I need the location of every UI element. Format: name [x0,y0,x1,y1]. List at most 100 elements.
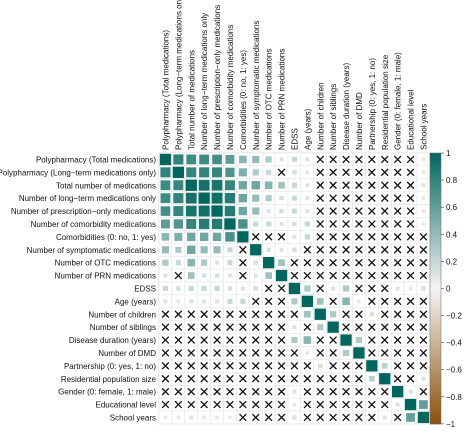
colorbar-tick-label: 1 [446,149,451,158]
not-significant-cross [187,336,196,344]
correlation-square [175,246,182,253]
not-significant-cross [393,297,402,306]
colorbar-band [430,226,441,230]
correlation-square [253,260,258,265]
colorbar-band [430,207,441,211]
correlation-square [189,299,194,304]
not-significant-cross [406,349,415,357]
correlation-square [317,324,324,331]
colorbar-band [430,215,441,219]
not-significant-cross [342,233,350,241]
correlation-square [275,269,288,282]
not-significant-cross [342,362,350,370]
row-label: Residential population size [61,375,157,384]
not-significant-cross [368,168,376,177]
not-significant-cross [303,245,312,254]
not-significant-cross [368,207,376,215]
correlation-square [342,297,350,306]
correlation-square [291,298,298,305]
colorbar-band [430,201,441,205]
not-significant-cross [213,374,221,383]
not-significant-cross [239,310,247,319]
not-significant-cross [355,362,363,370]
colorbar-band [430,315,441,319]
not-significant-cross [380,245,389,254]
correlation-square [382,415,387,420]
colorbar-band [430,155,441,159]
correlation-square [212,232,222,242]
correlation-square [201,259,208,266]
not-significant-cross [213,387,221,396]
colorbar-tick-label: −0.2 [446,312,462,321]
correlation-square [291,208,297,214]
colorbar-band [430,288,441,292]
not-significant-cross [329,349,337,357]
not-significant-cross [200,362,208,370]
not-significant-cross [368,181,376,190]
not-significant-cross [368,271,376,280]
colorbar-band [430,326,441,330]
correlation-square [212,154,222,165]
not-significant-cross [161,362,170,370]
not-significant-cross [277,297,286,306]
colorbar-band [430,169,441,173]
column-label: Number of long−term medications only [200,13,209,150]
row-label: Number of PRN medications [55,272,156,281]
not-significant-cross [316,284,325,293]
colorbar-band [430,274,441,279]
colorbar-band [430,239,441,243]
row-label: Polypharmacy (Long−term medications only… [0,168,156,177]
not-significant-cross [419,362,428,370]
not-significant-cross [329,336,337,344]
column-label: Number of symptomatic medications [252,21,261,150]
correlation-square [316,298,324,305]
colorbar-band [430,312,441,316]
row-label: Comorbidities (0: no, 1: yes) [56,233,156,242]
not-significant-cross [342,245,350,254]
not-significant-cross [200,400,208,409]
column-label: EDSS [290,128,299,150]
not-significant-cross [316,194,325,202]
not-significant-cross [342,181,350,190]
not-significant-cross [393,194,402,202]
not-significant-cross [316,155,325,164]
not-significant-cross [406,374,415,383]
not-significant-cross [226,349,234,357]
colorbar-band [430,190,441,195]
not-significant-cross [251,349,260,357]
correlation-square [228,415,232,420]
row-label: Disease duration (years) [69,336,156,345]
correlation-square [292,325,297,330]
colorbar-band [430,228,441,232]
colorbar-band [430,296,441,300]
colorbar-band [430,391,441,395]
not-significant-cross [329,194,337,202]
column-label: Age (years) [303,108,312,150]
colorbar-band [430,329,441,333]
correlation-square [265,272,272,279]
not-significant-cross [368,336,376,344]
colorbar-band [430,396,441,400]
not-significant-cross [213,323,221,331]
not-significant-cross [406,194,415,202]
correlation-square [201,285,207,291]
not-significant-cross [342,220,350,228]
not-significant-cross [393,310,402,319]
colorbar-band [430,220,441,224]
correlation-square [251,181,260,190]
not-significant-cross [264,349,273,357]
not-significant-cross [355,387,363,396]
colorbar-band [430,269,441,273]
not-significant-cross [393,155,402,164]
colorbar-band [430,372,441,376]
column-label: School years [419,104,428,150]
colorbar-band [430,188,441,192]
colorbar-band [430,331,441,335]
not-significant-cross [277,387,286,396]
colorbar-band [430,304,441,308]
correlation-square [240,286,245,291]
correlation-square [265,195,272,202]
correlation-square [176,415,181,420]
correlation-square [211,218,223,230]
correlation-square [304,310,311,318]
